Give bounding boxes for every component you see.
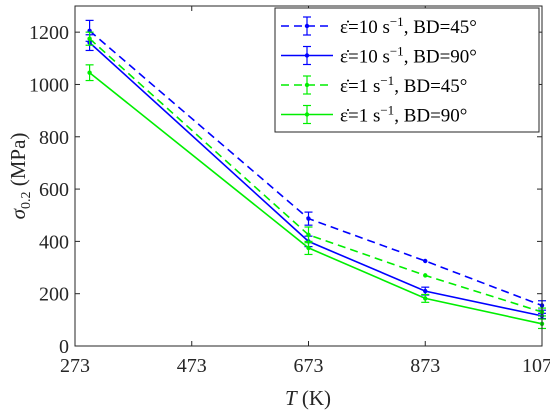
data-point — [423, 288, 428, 294]
x-tick-label: 873 — [410, 355, 440, 377]
y-axis-label: σ0.2 (MPa) — [6, 133, 34, 220]
series-layer — [85, 19, 546, 330]
legend-box — [274, 7, 540, 133]
series-4 — [85, 64, 546, 330]
legend: ε̇=10 s−1, BD=45° ε̇=10 s−1, BD=90° ε̇=1 s… — [274, 7, 540, 133]
data-point — [423, 296, 428, 301]
legend-marker — [304, 53, 310, 58]
axes-layer: 273 473 673 873 1073 0 200 400 600 800 1000 1200 — [29, 5, 550, 377]
series-line — [89, 30, 543, 307]
y-tick-label: 1000 — [29, 74, 69, 96]
y-tick-label: 600 — [39, 179, 69, 201]
data-point — [306, 232, 311, 238]
series-2 — [85, 34, 546, 320]
series-line — [89, 38, 543, 313]
y-tick-label: 800 — [39, 127, 69, 149]
legend-entry: ε̇=10 s−1, BD=45° — [281, 14, 477, 38]
x-tick-label: 1073 — [522, 355, 550, 377]
data-point — [306, 245, 311, 251]
series-1 — [85, 19, 546, 311]
y-tick-label: 200 — [39, 284, 69, 306]
series-line — [89, 72, 543, 325]
data-point — [423, 273, 428, 278]
legend-label: ε̇=10 s−1, BD=90° — [340, 44, 477, 68]
legend-marker — [304, 82, 310, 88]
y-tick-label: 400 — [39, 231, 69, 253]
y-tick-label: 1200 — [29, 22, 69, 44]
x-tick-label: 473 — [177, 355, 207, 377]
x-tick-label: 673 — [294, 355, 324, 377]
legend-entry: ε̇=1 s−1, BD=90° — [281, 103, 467, 127]
legend-entry: ε̇=10 s−1, BD=90° — [281, 44, 477, 68]
data-point — [423, 258, 428, 264]
series-line — [89, 42, 543, 317]
legend-label: ε̇=1 s−1, BD=45° — [340, 73, 467, 97]
x-tick-label: 273 — [60, 355, 90, 377]
x-axis-label: T (K) — [285, 386, 331, 410]
legend-entry: ε̇=1 s−1, BD=45° — [281, 73, 467, 97]
data-point — [87, 36, 92, 41]
data-point — [87, 70, 92, 75]
legend-label: ε̇=10 s−1, BD=45° — [340, 14, 477, 38]
data-point — [306, 216, 311, 221]
legend-marker — [304, 23, 310, 29]
legend-label: ε̇=1 s−1, BD=90° — [340, 103, 467, 127]
y-tick-label: 0 — [59, 336, 69, 358]
legend-marker — [304, 112, 310, 117]
